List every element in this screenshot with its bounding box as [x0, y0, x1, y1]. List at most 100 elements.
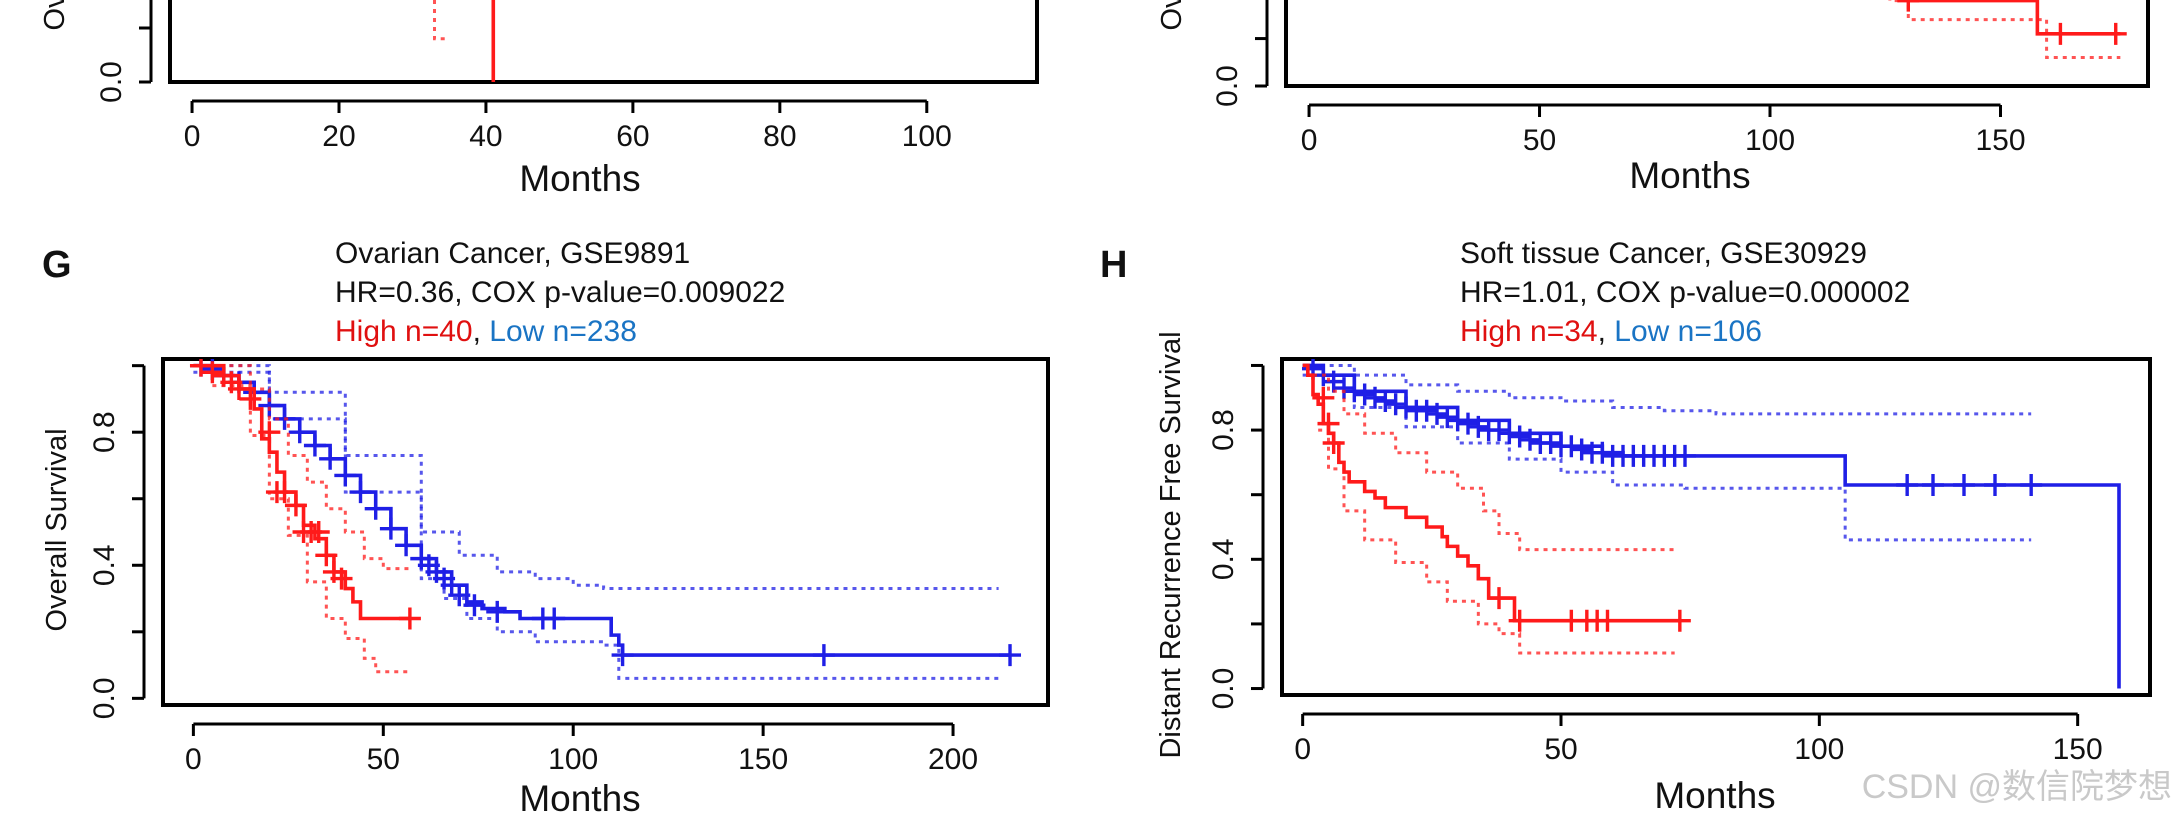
- censor-mark: [273, 481, 296, 504]
- y-tick-label: 0.0: [1211, 65, 1244, 107]
- censor-mark: [330, 567, 353, 590]
- censor-mark: [1457, 412, 1479, 435]
- censor-mark: [395, 534, 418, 557]
- censor-mark: [1539, 432, 1562, 454]
- censor-mark: [1322, 432, 1345, 454]
- panel-h-low-ci-lower-curve: [1302, 373, 2032, 542]
- y-tick-label: 0.0: [1207, 668, 1240, 710]
- panel-g-legend: High n=40, Low n=238: [335, 315, 637, 348]
- x-tick-label: 50: [1523, 124, 1556, 157]
- panel-h-legend: High n=34, Low n=106: [1460, 315, 1762, 348]
- censor-mark: [227, 377, 250, 400]
- panel-h-legend-low: Low n=106: [1614, 315, 1762, 348]
- watermark: CSDN @数信院梦想: [1862, 768, 2172, 806]
- panel-h-high-curve: [1302, 363, 1680, 623]
- panel-f: Ov Months: [1156, 0, 1751, 196]
- panel-h-x-axis-label: Months: [1654, 775, 1775, 816]
- x-tick-label: 80: [763, 120, 796, 153]
- censor-mark: [2020, 474, 2043, 496]
- panel-g-letter: G: [42, 244, 72, 286]
- y-tick-label: 0.8: [88, 411, 121, 453]
- censor-mark: [1488, 419, 1510, 442]
- panel-f-x-axis-label: Months: [1629, 155, 1750, 196]
- censor-mark: [1591, 441, 1614, 464]
- censor-mark: [319, 447, 342, 470]
- censor-mark: [1436, 406, 1459, 429]
- panel-g-legend-high: High n=40: [335, 315, 473, 348]
- censor-mark: [1953, 474, 1975, 496]
- censor-mark: [1488, 587, 1510, 610]
- panel-e-high-curve: [491, 0, 496, 82]
- censor-mark: [2049, 22, 2072, 45]
- y-tick-label: 0.8: [1207, 409, 1240, 451]
- panel-f-y-axis-label: Ov: [1156, 0, 1188, 31]
- panel-g-x-axis-label: Months: [519, 778, 640, 819]
- x-tick-label: 200: [928, 743, 978, 776]
- censor-mark: [1668, 609, 1691, 632]
- panel-f-frame: [1284, 0, 2150, 88]
- x-tick-label: 100: [1745, 124, 1795, 157]
- censor-mark: [611, 644, 634, 667]
- panel-g-y-axis-label: Overall Survival: [41, 428, 73, 631]
- censor-mark: [315, 544, 338, 567]
- x-tick-label: 150: [1975, 124, 2025, 157]
- censor-mark: [1896, 474, 1919, 496]
- panel-h-frame: [1280, 357, 2152, 697]
- panel-e-y-axis-label: Ov: [39, 0, 71, 31]
- panel-g-low-curve: [193, 363, 1011, 657]
- panel-g-legend-low: Low n=238: [489, 315, 637, 348]
- x-tick-label: 40: [469, 120, 502, 153]
- censor-mark: [398, 607, 421, 630]
- censor-mark: [543, 607, 566, 630]
- panel-g: G Ovarian Cancer, GSE9891 HR=0.36, COX p…: [41, 237, 785, 819]
- censor-mark: [1674, 444, 1696, 467]
- y-tick-label: 0.4: [88, 544, 121, 586]
- censor-mark: [1415, 399, 1438, 422]
- x-tick-label: 0: [1294, 733, 1311, 766]
- censor-mark: [239, 387, 262, 410]
- censor-mark: [1508, 609, 1531, 632]
- x-tick-label: 50: [367, 743, 400, 776]
- x-tick-label: 50: [1544, 733, 1577, 766]
- censor-mark: [1384, 393, 1407, 416]
- x-tick-label: 100: [548, 743, 598, 776]
- panel-e-x-axis-label: Months: [519, 158, 640, 199]
- panel-g-title: Ovarian Cancer, GSE9891: [335, 237, 690, 270]
- x-tick-label: 60: [616, 120, 649, 153]
- panel-h-legend-high: High n=34: [1460, 315, 1598, 348]
- y-tick-label: 0.0: [88, 677, 121, 719]
- x-tick-label: 0: [184, 120, 201, 153]
- censor-mark: [1596, 609, 1619, 632]
- panel-g-low-ci-upper-curve: [193, 364, 999, 591]
- y-tick-label: 0.4: [1207, 538, 1240, 580]
- x-tick-label: 150: [2053, 733, 2103, 766]
- panel-g-plot: 0 50 100 150 200 0.0 0.4 0.8: [88, 357, 1050, 776]
- panel-e-plot: 0 20 40 60 80 100 0.0: [95, 0, 1039, 153]
- censor-mark: [1498, 422, 1521, 445]
- panel-g-high-ci-lower-curve: [212, 384, 410, 674]
- censor-mark: [1560, 435, 1583, 458]
- censor-mark: [812, 644, 835, 667]
- x-tick-label: 20: [322, 120, 355, 153]
- panel-f-high-curve: [1906, 0, 2121, 36]
- x-tick-label: 0: [185, 743, 202, 776]
- censor-mark: [288, 421, 311, 444]
- censor-mark: [1922, 474, 1944, 496]
- x-tick-label: 100: [1794, 733, 1844, 766]
- censor-mark: [364, 497, 387, 520]
- censor-mark: [1508, 425, 1531, 448]
- censor-mark: [379, 517, 402, 540]
- panel-h-y-axis-label: Distant Recurrence Free Survival: [1155, 331, 1187, 758]
- panel-h-legend-sep: ,: [1598, 315, 1606, 348]
- panel-h-plot: 0 50 100 150 0.0 0.4 0.8: [1207, 357, 2152, 766]
- panel-e-high-ci-lower-curve: [433, 0, 450, 41]
- censor-mark: [284, 494, 307, 517]
- panel-g-low-ci-lower-curve: [193, 370, 999, 680]
- censor-mark: [1353, 383, 1376, 406]
- panel-h-letter: H: [1100, 244, 1127, 286]
- panel-e-frame: [168, 0, 1039, 84]
- panel-h-stats: HR=1.01, COX p-value=0.000002: [1460, 276, 1910, 309]
- x-tick-label: 100: [902, 120, 952, 153]
- x-tick-label: 0: [1301, 124, 1318, 157]
